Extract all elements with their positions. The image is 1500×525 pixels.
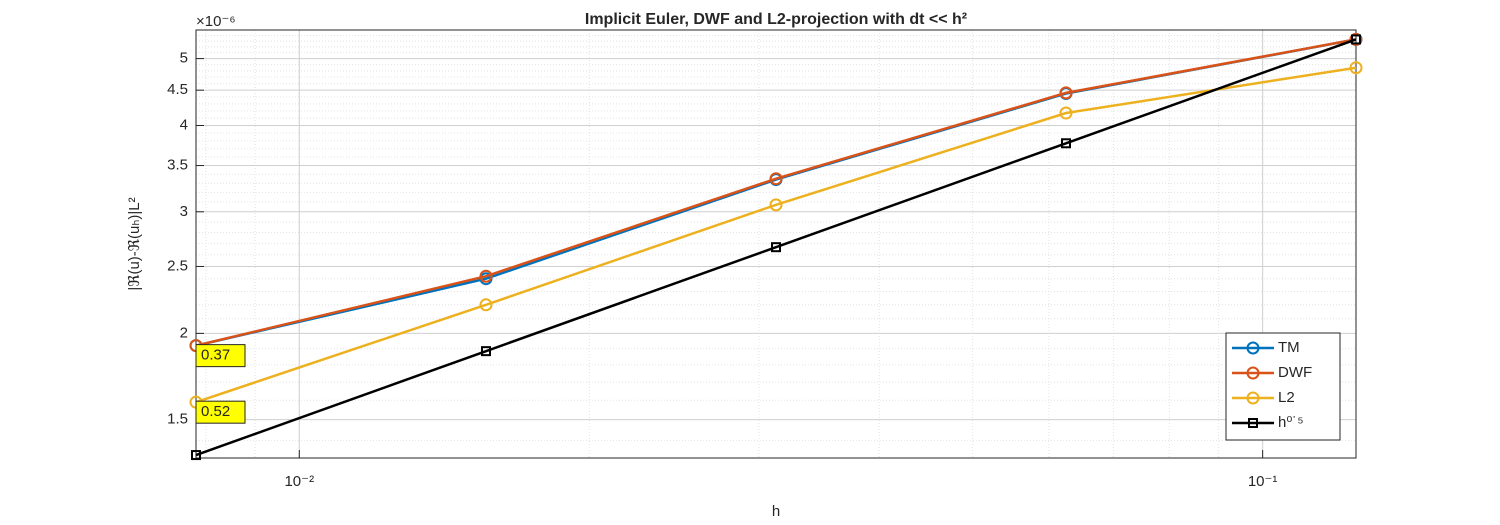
marker: [1349, 32, 1363, 46]
marker: [1059, 106, 1073, 120]
marker: [191, 450, 201, 461]
legend-marker: [1246, 391, 1260, 405]
x-tick-label: 10⁻²: [284, 473, 314, 490]
y-tick-label: 4.5: [167, 81, 188, 98]
chart-title: Implicit Euler, DWF and L2-projection wi…: [585, 11, 967, 28]
y-tick-label: 3: [180, 203, 188, 220]
y-tick-label: 2: [180, 324, 188, 341]
legend-marker: [1246, 341, 1260, 355]
series-line: [195, 38, 1357, 347]
marker: [479, 269, 493, 283]
annotation-box: [195, 400, 246, 424]
y-tick-label: 1.5: [167, 411, 188, 428]
y-axis-label: |ℜ(u)-ℜ(uₕ)|L²: [126, 197, 143, 290]
x-axis-label: h: [772, 503, 780, 520]
marker: [769, 172, 783, 186]
annotation: 0.37: [201, 347, 230, 364]
y-tick-label: 4: [180, 116, 188, 133]
marker: [1061, 138, 1071, 149]
legend-label: L2: [1278, 389, 1295, 406]
series-line: [195, 66, 1357, 404]
y-tick-label: 3.5: [167, 157, 188, 174]
legend-marker: [1248, 418, 1258, 428]
marker: [1059, 86, 1073, 100]
y-tick-label: 2.5: [167, 257, 188, 274]
legend-marker: [1246, 366, 1260, 380]
annotation: 0.52: [201, 403, 230, 420]
y-tick-label: 5: [180, 50, 188, 67]
legend-label: h⁰˙⁵: [1278, 414, 1304, 431]
marker: [481, 346, 491, 357]
axes-box: [195, 29, 1357, 459]
annotation-box: [195, 344, 246, 368]
marker: [1351, 34, 1361, 45]
marker: [771, 242, 781, 253]
legend-label: TM: [1278, 339, 1300, 356]
marker: [769, 198, 783, 212]
legend-label: DWF: [1278, 364, 1312, 381]
y-exponent-label: ×10⁻⁶: [196, 13, 236, 30]
series-line: [195, 38, 1357, 457]
x-tick-label: 10⁻¹: [1248, 473, 1278, 490]
marker: [1349, 61, 1363, 75]
marker: [479, 298, 493, 312]
